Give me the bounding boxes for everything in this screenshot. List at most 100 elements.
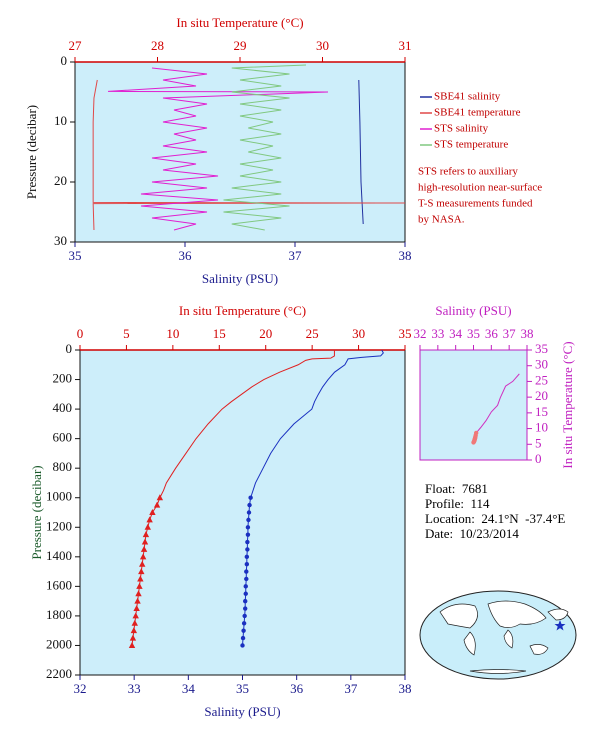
tick-label: 38	[521, 326, 534, 341]
marker	[242, 613, 247, 619]
marker	[244, 576, 249, 582]
float-location	[554, 620, 566, 631]
marker	[141, 538, 149, 545]
tick-label: 1800	[46, 607, 72, 622]
marker	[241, 628, 246, 633]
tick-label: 38	[399, 248, 412, 263]
series-line	[250, 349, 384, 498]
contour	[405, 255, 540, 330]
tick-label: 37	[289, 248, 303, 263]
map-land	[439, 600, 569, 674]
legend-label: STS temperature	[434, 139, 508, 151]
marker	[139, 553, 147, 560]
tick-label: 35	[399, 326, 412, 341]
tick-label: 35	[69, 248, 82, 263]
world-map	[419, 590, 577, 680]
tick-label: 30	[535, 357, 548, 372]
legend-label: SBE41 salinity	[434, 91, 501, 103]
tick-label: 30	[54, 233, 67, 248]
marker	[136, 582, 143, 589]
marker	[142, 531, 150, 538]
marker	[131, 619, 138, 626]
series-line	[92, 79, 406, 231]
plot-area	[79, 349, 406, 676]
marker	[146, 516, 153, 523]
marker	[243, 584, 248, 589]
y-axis-title: Pressure (decibar)	[24, 105, 39, 199]
tick-label: 1400	[46, 548, 72, 563]
info-line: Profile: 114	[425, 496, 490, 511]
tick-label: 35	[467, 326, 480, 341]
marker	[244, 554, 250, 560]
y-axis-title: Pressure (decibar)	[29, 465, 44, 559]
tick-label: 600	[53, 430, 73, 445]
marker	[137, 575, 144, 582]
marker	[139, 560, 146, 567]
info-line: Location: 24.1°N -37.4°E	[425, 511, 565, 526]
marker	[240, 643, 245, 648]
marker	[245, 547, 250, 552]
tick-label: 400	[53, 400, 73, 415]
tick-label: 37	[344, 681, 358, 696]
marker	[244, 569, 249, 574]
info-line: Date: 10/23/2014	[425, 526, 519, 541]
marker	[243, 606, 248, 611]
marker	[243, 598, 248, 604]
tick-label: 0	[66, 341, 73, 356]
tick-label: 29	[234, 38, 247, 53]
tick-label: 36	[290, 681, 304, 696]
contour	[420, 350, 430, 354]
tick-label: 31	[399, 38, 412, 53]
x-axis-title: Salinity (PSU)	[202, 271, 278, 286]
tick-label: 25	[535, 372, 548, 387]
marker	[471, 440, 476, 445]
tick-label: 37	[503, 326, 517, 341]
tick-label: 33	[128, 681, 141, 696]
tick-label: 15	[213, 326, 226, 341]
tick-label: 2000	[46, 636, 72, 651]
tick-label: 34	[449, 326, 463, 341]
tick-label: 35	[535, 341, 548, 356]
marker	[245, 532, 251, 537]
marker	[241, 621, 247, 626]
tick-label: 10	[166, 326, 179, 341]
tick-label: 20	[54, 173, 67, 188]
x-axis-title: Salinity (PSU)	[435, 303, 511, 318]
note-line: T-S measurements funded	[418, 198, 533, 210]
marker	[134, 597, 141, 604]
tick-label: 27	[69, 38, 83, 53]
tick-label: 36	[485, 326, 499, 341]
tick-label: 0	[61, 53, 68, 68]
tick-label: 10	[535, 420, 548, 435]
tick-label: 20	[259, 326, 272, 341]
plot-area	[74, 61, 406, 243]
tick-label: 32	[414, 326, 427, 341]
tick-label: 2200	[46, 666, 72, 681]
marker	[149, 509, 156, 515]
tick-label: 1000	[46, 489, 72, 504]
marker	[133, 605, 140, 612]
tick-label: 34	[182, 681, 196, 696]
marker	[156, 494, 164, 501]
marker	[144, 523, 151, 530]
marker	[140, 545, 148, 552]
tick-label: 30	[316, 38, 329, 53]
marker	[244, 562, 250, 567]
tick-label: 35	[236, 681, 249, 696]
tick-label: 1200	[46, 518, 72, 533]
tick-label: 5	[535, 435, 542, 450]
note-line: STS refers to auxiliary	[418, 166, 518, 178]
marker	[135, 590, 142, 597]
x2-axis-title: In situ Temperature (°C)	[176, 15, 303, 30]
marker	[240, 635, 246, 641]
tick-label: 1600	[46, 577, 72, 592]
series-line	[223, 64, 307, 231]
marker	[246, 517, 251, 523]
marker	[129, 634, 137, 641]
tick-label: 32	[74, 681, 87, 696]
x-axis-title: Salinity (PSU)	[204, 704, 280, 719]
tick-label: 0	[535, 451, 542, 466]
tick-label: 33	[431, 326, 444, 341]
marker	[247, 502, 252, 508]
